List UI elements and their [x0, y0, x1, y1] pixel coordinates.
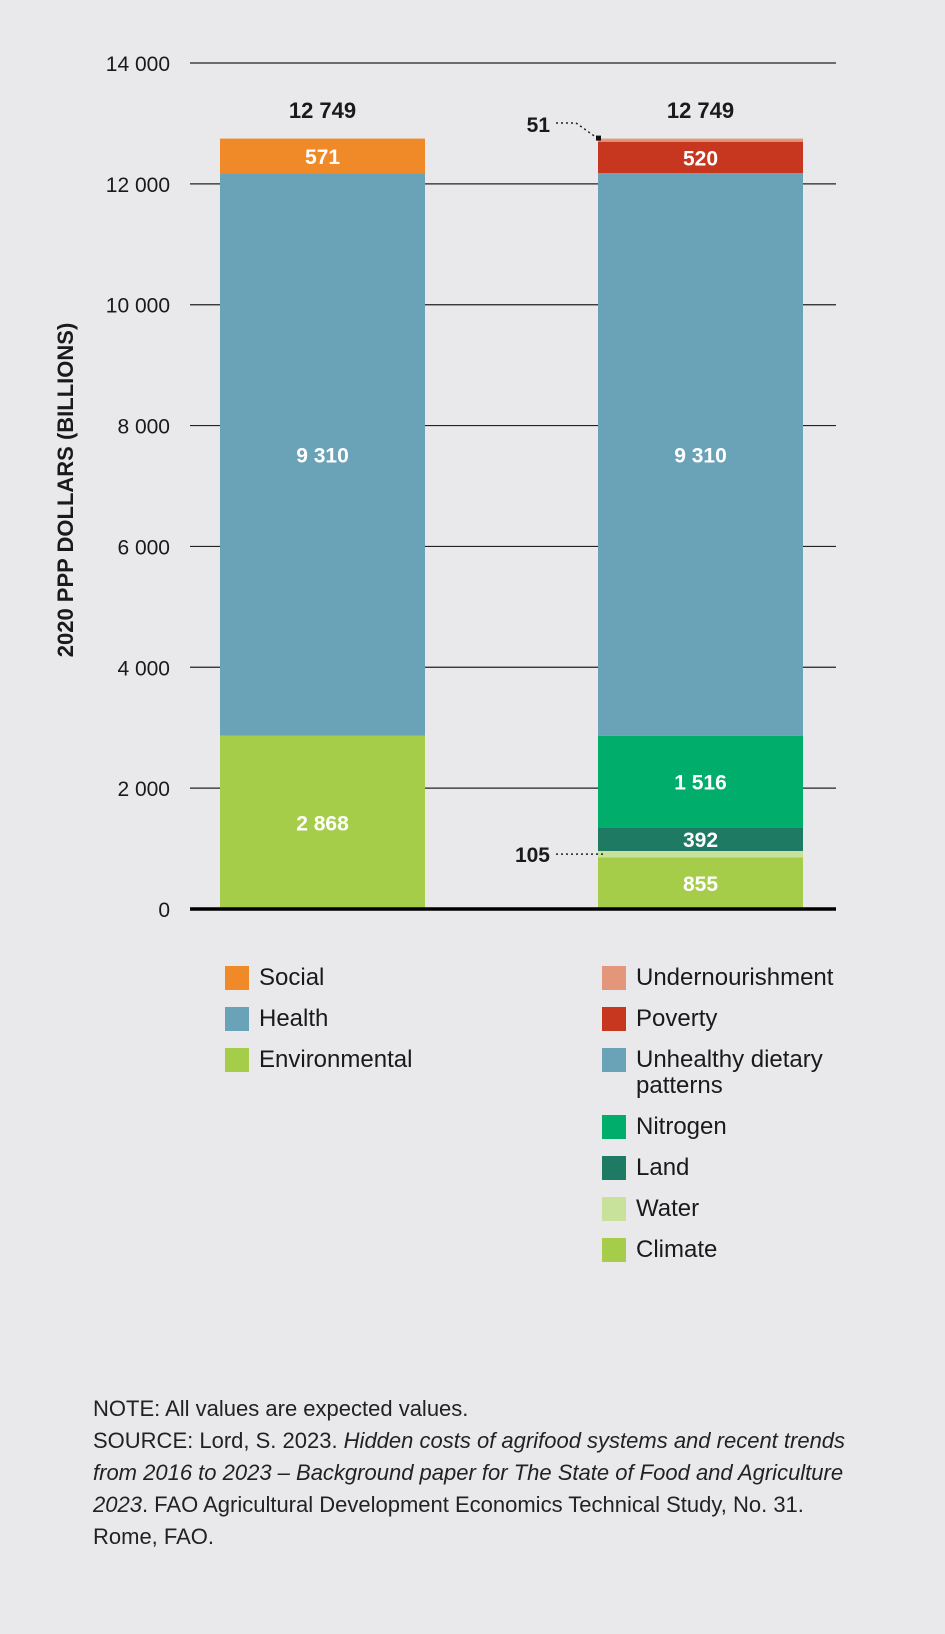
y-axis-label: 2020 PPP DOLLARS (BILLIONS): [53, 323, 78, 658]
callout-label: 51: [527, 114, 551, 137]
bar-segment-nitrogen: [598, 735, 803, 828]
callout-label: 105: [515, 844, 550, 867]
bar-segment-climate: [598, 857, 803, 909]
legend-label: Water: [636, 1195, 700, 1222]
legend-item: Land: [602, 1155, 846, 1181]
data-label: 9 310: [296, 444, 349, 467]
legend-label: Land: [636, 1154, 690, 1181]
y-tick-label: 8 000: [117, 416, 170, 439]
legend-item: Water: [602, 1196, 846, 1222]
legend-item: Nitrogen: [602, 1114, 846, 1140]
note-text: NOTE: All values are expected values.: [93, 1396, 469, 1421]
source-title: Hidden costs of agrifood systems and rec…: [93, 1428, 846, 1517]
data-label: 1 516: [674, 771, 727, 794]
legend-swatch: [602, 1238, 626, 1262]
legend-swatch: [225, 1007, 249, 1031]
bar-segment-land: [598, 827, 803, 851]
callout-marker: [596, 135, 601, 141]
callout-line: [556, 122, 599, 140]
legend-left: Social Health Environmental: [225, 965, 469, 1088]
legend-swatch: [225, 966, 249, 990]
bar-total-label: 12 749: [667, 98, 734, 123]
bar-segment-undernourishment: [598, 138, 803, 142]
legend-swatch: [225, 1048, 249, 1072]
data-label: 9 310: [674, 444, 727, 467]
data-label: 855: [683, 873, 718, 896]
legend-item: Climate: [602, 1237, 846, 1263]
legend-label: Social: [259, 964, 325, 991]
data-label: 392: [683, 829, 718, 852]
legend-label: Nitrogen: [636, 1113, 727, 1140]
legend-right: Undernourishment Poverty Unhealthy dietary…: [602, 965, 846, 1278]
y-tick-label: 14 000: [106, 53, 170, 76]
y-tick-label: 12 000: [106, 174, 170, 197]
source-text: SOURCE: Lord, S. 2023. Hidden costs of a…: [93, 1425, 853, 1553]
legend-swatch: [602, 1048, 626, 1072]
legend-item: Environmental: [225, 1047, 469, 1073]
legend-item: Unhealthy dietary patterns: [602, 1047, 846, 1099]
legend-item: Poverty: [602, 1006, 846, 1032]
data-label: 571: [305, 146, 340, 169]
legend-item: Health: [225, 1006, 469, 1032]
data-label: 2 868: [296, 812, 349, 835]
bar-segment-poverty: [598, 141, 803, 174]
source-suffix: . FAO Agricultural Development Economics…: [93, 1492, 804, 1549]
legend-item: Social: [225, 965, 469, 991]
source-prefix: SOURCE: Lord, S. 2023.: [93, 1428, 344, 1453]
bar-segment-health: [220, 173, 425, 736]
legend-swatch: [602, 1156, 626, 1180]
legend-label: Environmental: [259, 1046, 413, 1073]
legend-item: Undernourishment: [602, 965, 846, 991]
bar-segment-unhealthy-dietary-patterns: [598, 173, 803, 736]
y-tick-label: 0: [158, 899, 170, 922]
y-tick-label: 4 000: [117, 657, 170, 680]
y-tick-label: 2 000: [117, 778, 170, 801]
stacked-bar-chart: 0 2 000 4 000 6 000 8 000 10 000 12 000 14 000 2…: [53, 53, 836, 922]
legend-swatch: [602, 966, 626, 990]
legend-swatch: [602, 1197, 626, 1221]
y-tick-label: 10 000: [106, 295, 170, 318]
bar-total-label: 12 749: [289, 98, 356, 123]
legend-label: Undernourishment: [636, 964, 834, 991]
legend-swatch: [602, 1007, 626, 1031]
y-tick-label: 6 000: [117, 536, 170, 559]
legend-label: Unhealthy dietary patterns: [636, 1046, 823, 1099]
bar-segment-environmental: [220, 735, 425, 909]
legend-label: Health: [259, 1005, 329, 1032]
data-label: 520: [683, 147, 718, 170]
bar-segment-social: [220, 138, 425, 174]
legend-label: Climate: [636, 1236, 718, 1263]
legend-swatch: [602, 1115, 626, 1139]
footer: NOTE: All values are expected values. SO…: [93, 1393, 853, 1553]
legend-label: Poverty: [636, 1005, 718, 1032]
bar-segment-water: [598, 850, 803, 858]
